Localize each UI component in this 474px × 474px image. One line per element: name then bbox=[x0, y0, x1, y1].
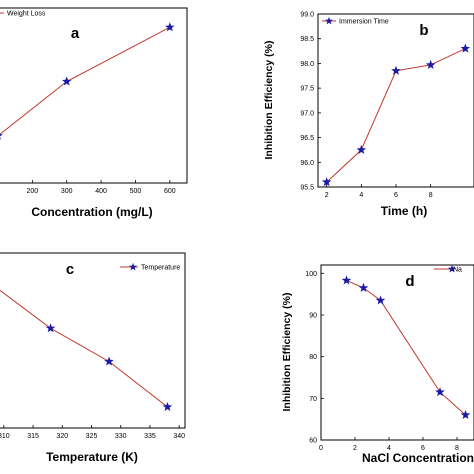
legend: Immersion Time bbox=[322, 16, 389, 26]
panel-label: c bbox=[66, 261, 74, 278]
x-tick-label: 400 bbox=[95, 188, 107, 195]
legend-label: Na bbox=[453, 267, 462, 274]
x-tick-label: 330 bbox=[115, 433, 127, 440]
legend-star bbox=[325, 16, 333, 25]
data-point-star bbox=[341, 275, 352, 285]
x-tick-label: 2 bbox=[325, 192, 329, 199]
y-tick-label: 80 bbox=[309, 354, 317, 361]
data-point-star bbox=[162, 402, 173, 411]
x-tick-label: 0 bbox=[319, 445, 323, 452]
data-point-star bbox=[62, 76, 72, 86]
panel-label: a bbox=[71, 25, 80, 42]
x-tick-label: 8 bbox=[455, 445, 459, 452]
x-axis-label: NaCl Concentration bbox=[362, 451, 474, 465]
x-tick-label: 300 bbox=[61, 188, 73, 195]
data-layer bbox=[0, 22, 175, 140]
x-tick-label: 325 bbox=[86, 433, 98, 440]
data-point-star bbox=[460, 43, 471, 53]
plot-frame bbox=[0, 7, 188, 184]
x-tick-label: 200 bbox=[27, 188, 39, 195]
x-tick-label: 600 bbox=[164, 188, 176, 195]
data-point-star bbox=[460, 410, 471, 419]
panel-a: 200 300 400 500 600 Concentration (mg/L) a Weig… bbox=[0, 7, 188, 219]
y-axis-label: Inhibition Efficiency (%) bbox=[281, 292, 293, 411]
x-tick-label: 320 bbox=[56, 433, 68, 440]
y-tick-label: 60 bbox=[309, 438, 317, 445]
x-tick-label: 8 bbox=[429, 192, 433, 199]
data-point-star bbox=[358, 282, 369, 292]
data-point-star bbox=[45, 323, 56, 333]
data-point-star bbox=[0, 134, 3, 140]
x-tick-label: 315 bbox=[27, 433, 39, 440]
y-tick-label: 99.0 bbox=[300, 12, 314, 19]
y-tick-label: 98.5 bbox=[300, 36, 314, 43]
x-axis-label: Time (h) bbox=[381, 204, 427, 218]
panel-d: 0 2 4 6 8 60 70 80 90 100 NaCl Concentration Inhibi… bbox=[281, 264, 474, 465]
x-tick-label: 335 bbox=[144, 433, 156, 440]
legend-label: Weight Loss bbox=[7, 11, 46, 18]
panel-b: 2 4 6 8 95.5 96.0 96.5 97.0 97.5 98.0 98.5 99.0 Time… bbox=[263, 12, 474, 218]
panel-label: d bbox=[405, 273, 414, 290]
series-line bbox=[0, 26, 171, 135]
y-tick-label: 90 bbox=[309, 313, 317, 320]
x-tick-label: 500 bbox=[130, 188, 142, 195]
x-tick-label: 4 bbox=[359, 192, 363, 199]
series-line bbox=[346, 279, 466, 416]
y-tick-label: 97.0 bbox=[300, 110, 314, 117]
data-point-star bbox=[104, 356, 114, 366]
plot-frame bbox=[317, 13, 474, 188]
legend: Temperature bbox=[120, 262, 180, 272]
legend: Weight Loss bbox=[0, 11, 46, 18]
series-line bbox=[0, 289, 168, 408]
y-axis-label: Inhibition Efficiency (%) bbox=[263, 40, 275, 159]
legend: Na bbox=[434, 264, 462, 274]
x-tick-label: 6 bbox=[394, 192, 398, 199]
panel-c: 310 315 320 325 330 335 340 Temperature (K) c Tem… bbox=[0, 252, 186, 464]
data-point-star bbox=[435, 387, 445, 397]
data-point-star bbox=[391, 65, 401, 75]
x-tick-label: 310 bbox=[0, 433, 10, 440]
y-tick-label: 98.0 bbox=[300, 61, 314, 68]
data-point-star bbox=[356, 144, 367, 154]
y-tick-label: 95.5 bbox=[300, 185, 314, 192]
data-layer bbox=[341, 275, 471, 419]
data-point-star bbox=[375, 295, 386, 305]
x-tick-label: 2 bbox=[353, 445, 357, 452]
y-tick-label: 97.5 bbox=[300, 86, 314, 93]
legend-star bbox=[448, 264, 456, 273]
x-axis-label: Temperature (K) bbox=[46, 450, 138, 464]
data-point-star bbox=[425, 59, 436, 69]
x-tick-label: 340 bbox=[173, 433, 185, 440]
y-tick-label: 96.5 bbox=[300, 135, 314, 142]
y-tick-label: 96.0 bbox=[300, 160, 314, 167]
y-tick-label: 100 bbox=[305, 271, 317, 278]
x-axis-label: Concentration (mg/L) bbox=[31, 205, 152, 219]
data-layer bbox=[321, 43, 471, 187]
legend-label: Temperature bbox=[141, 265, 180, 272]
x-tick-label: 6 bbox=[421, 445, 425, 452]
data-point-star bbox=[321, 177, 332, 187]
data-point-star bbox=[165, 22, 175, 32]
legend-label: Immersion Time bbox=[339, 19, 389, 26]
panel-label: b bbox=[419, 22, 428, 39]
data-layer bbox=[0, 289, 173, 411]
y-tick-label: 70 bbox=[309, 396, 317, 403]
plot-frame bbox=[320, 264, 474, 441]
x-tick-label: 4 bbox=[387, 445, 391, 452]
plot-frame bbox=[0, 252, 186, 429]
legend-star bbox=[129, 262, 137, 271]
